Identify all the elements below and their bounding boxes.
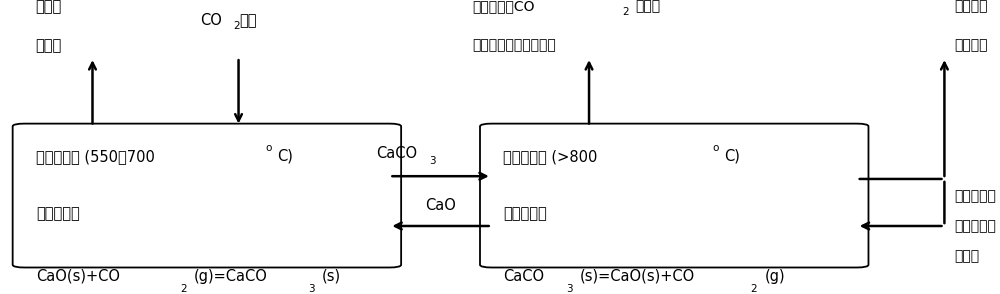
Text: (g): (g) bbox=[764, 269, 785, 284]
FancyBboxPatch shape bbox=[480, 123, 868, 268]
Text: 吸收剂: 吸收剂 bbox=[954, 249, 979, 263]
Text: 少量失活: 少量失活 bbox=[954, 0, 988, 14]
Text: 2: 2 bbox=[233, 21, 240, 31]
Text: o: o bbox=[266, 143, 272, 153]
Text: 煅烧反应器 (>800: 煅烧反应器 (>800 bbox=[503, 149, 602, 164]
Text: 新鲜石灰石: 新鲜石灰石 bbox=[954, 189, 996, 203]
Text: 气体资: 气体资 bbox=[636, 0, 661, 14]
Text: 源化利用或压缩后封存: 源化利用或压缩后封存 bbox=[472, 39, 556, 53]
Text: 的吸收剂: 的吸收剂 bbox=[954, 39, 988, 53]
Text: CaCO: CaCO bbox=[376, 146, 417, 161]
Text: CaCO: CaCO bbox=[503, 269, 544, 284]
Text: o: o bbox=[713, 143, 719, 153]
Text: 等天然钙基: 等天然钙基 bbox=[954, 219, 996, 233]
Text: 3: 3 bbox=[309, 284, 315, 294]
Text: 煅烧反应：: 煅烧反应： bbox=[503, 206, 547, 221]
Text: 2: 2 bbox=[751, 284, 757, 294]
FancyBboxPatch shape bbox=[13, 123, 401, 268]
Text: 2: 2 bbox=[180, 284, 187, 294]
Text: 3: 3 bbox=[429, 156, 436, 166]
Text: 将高浓度的CO: 将高浓度的CO bbox=[472, 0, 535, 14]
Text: CaO(s)+CO: CaO(s)+CO bbox=[36, 269, 120, 284]
Text: 的气体: 的气体 bbox=[36, 38, 62, 53]
Text: CaO: CaO bbox=[425, 198, 456, 213]
Text: CO: CO bbox=[200, 13, 222, 28]
Text: C): C) bbox=[724, 149, 740, 164]
Text: 脱碳后: 脱碳后 bbox=[36, 0, 62, 14]
Text: (s)=CaO(s)+CO: (s)=CaO(s)+CO bbox=[579, 269, 695, 284]
Text: (g)=CaCO: (g)=CaCO bbox=[194, 269, 268, 284]
Text: C): C) bbox=[277, 149, 293, 164]
Text: 2: 2 bbox=[622, 7, 629, 17]
Text: 碳化反应器 (550～700: 碳化反应器 (550～700 bbox=[36, 149, 160, 164]
Text: 主要反应：: 主要反应： bbox=[36, 206, 80, 221]
Text: (s): (s) bbox=[321, 269, 340, 284]
Text: 3: 3 bbox=[566, 284, 572, 294]
Text: 烟气: 烟气 bbox=[240, 13, 257, 28]
